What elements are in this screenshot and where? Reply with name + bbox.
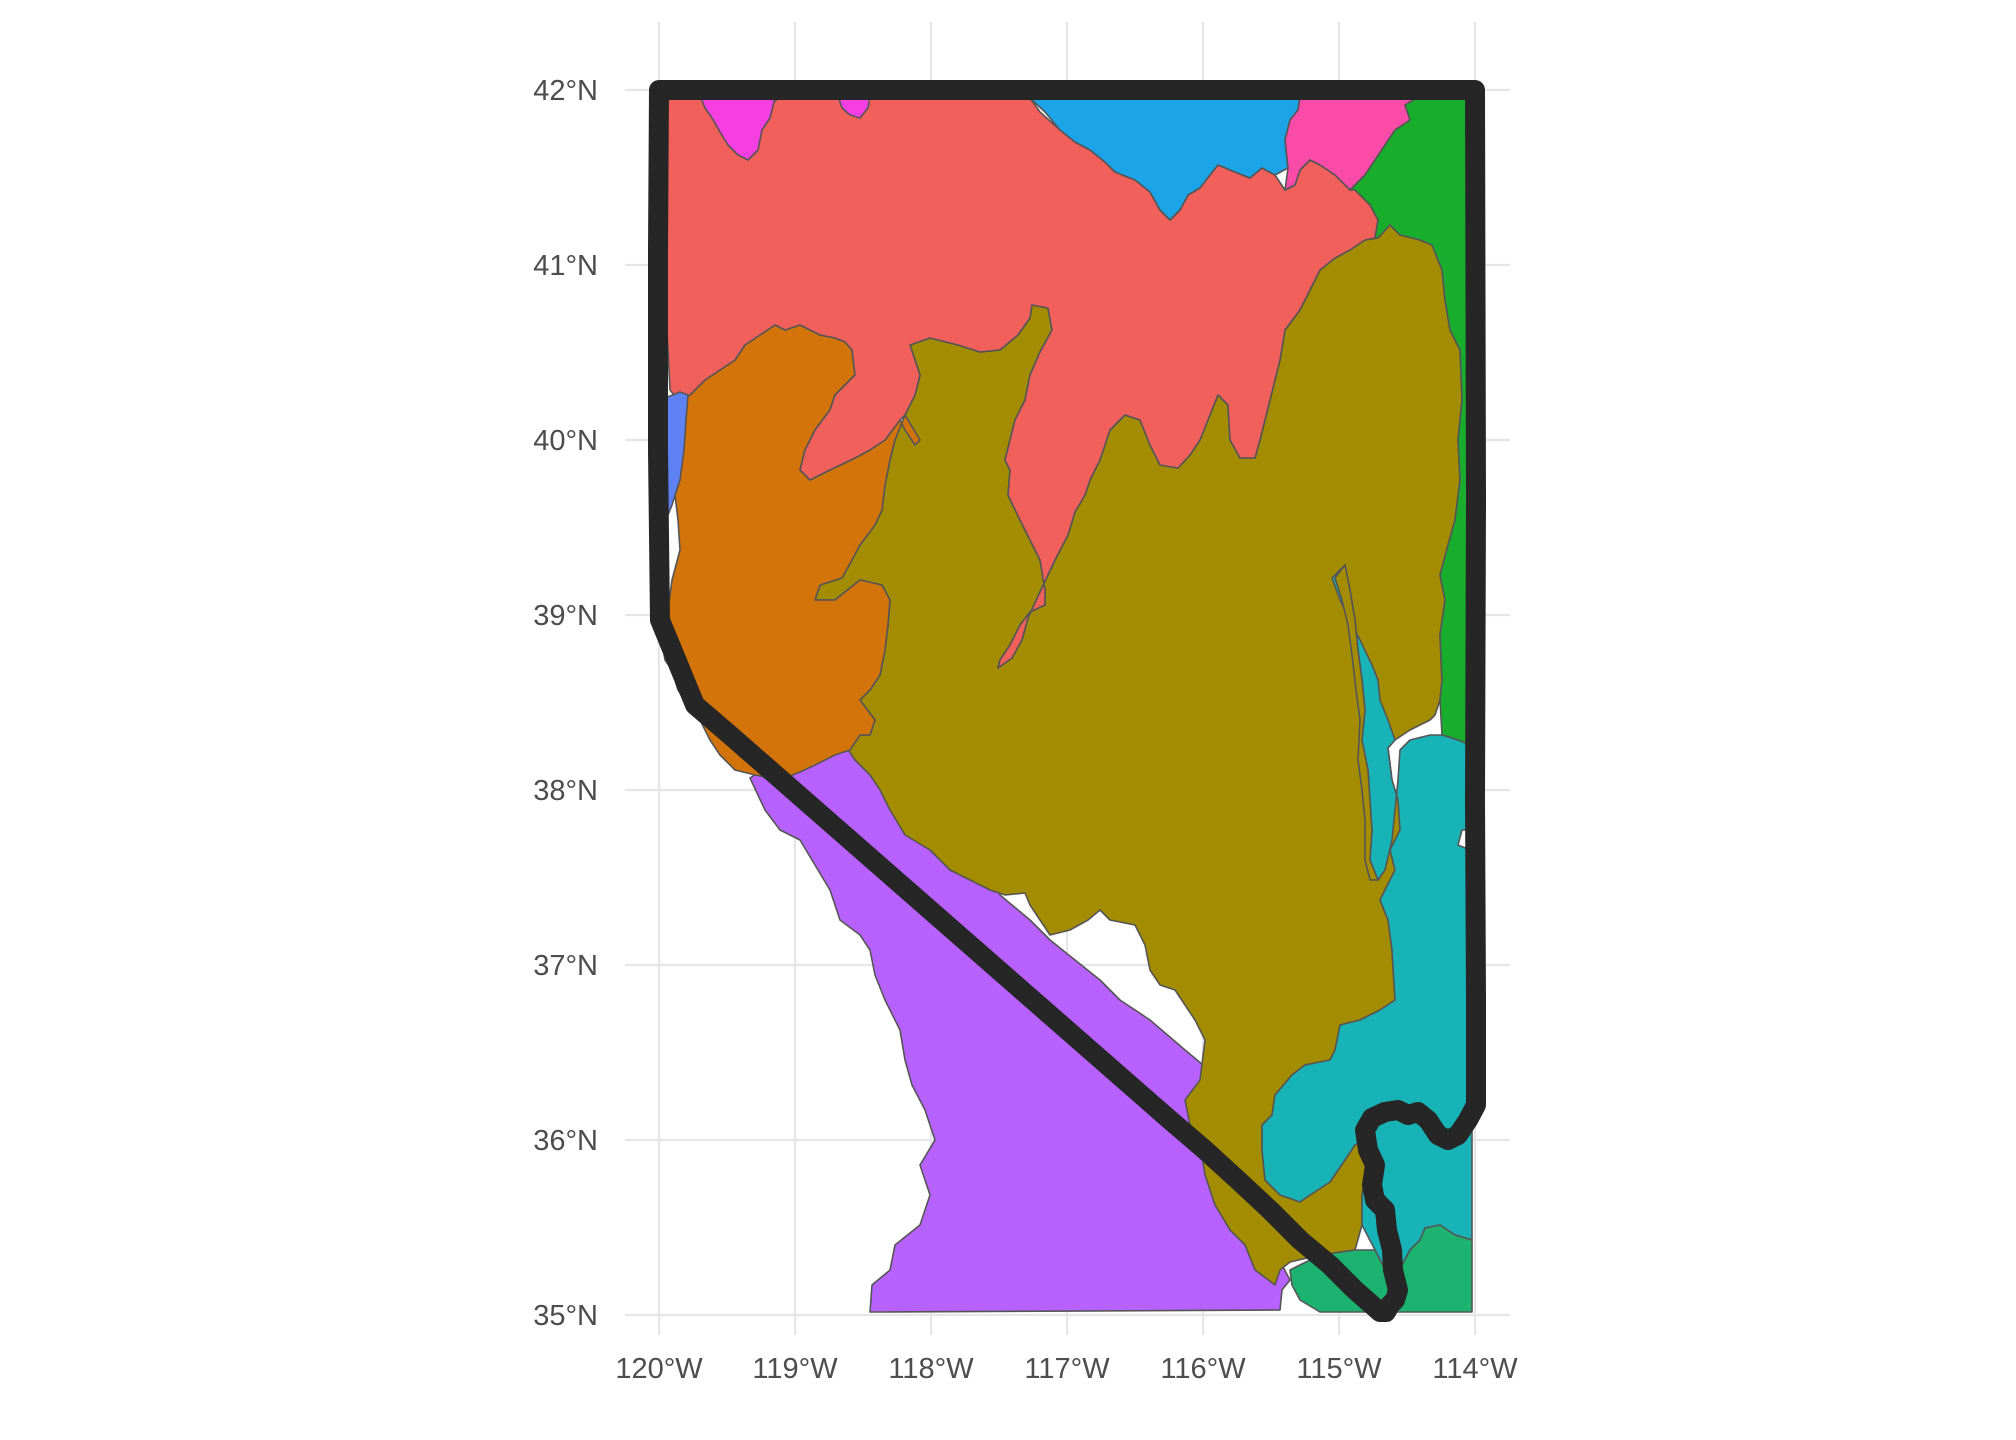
region-teal [1261,564,1473,1281]
region-sea-green [1289,1224,1473,1313]
y-tick-label: 42°N [533,75,598,107]
x-axis-ticks: 120°W 119°W 118°W 117°W 116°W 115°W 114°… [615,1353,1518,1385]
y-tick-label: 39°N [533,600,598,632]
x-tick-label: 115°W [1296,1353,1382,1385]
x-tick-label: 119°W [752,1353,838,1385]
y-tick-label: 35°N [533,1300,598,1332]
x-tick-label: 116°W [1160,1353,1246,1385]
y-tick-label: 37°N [533,950,598,982]
region-olive-finger [1334,564,1379,881]
y-tick-label: 40°N [533,425,598,457]
y-tick-label: 36°N [533,1125,598,1157]
x-tick-label: 118°W [888,1353,974,1385]
nevada-state-outline [648,80,1486,1322]
watershed-regions [659,94,1473,1313]
y-tick-label: 38°N [533,775,598,807]
x-tick-label: 117°W [1024,1353,1110,1385]
x-tick-label: 120°W [615,1353,703,1385]
x-tick-label: 114°W [1432,1353,1518,1385]
y-tick-label: 41°N [533,250,598,282]
y-axis-ticks: 42°N 41°N 40°N 39°N 38°N 37°N 36°N 35°N [533,75,598,1332]
